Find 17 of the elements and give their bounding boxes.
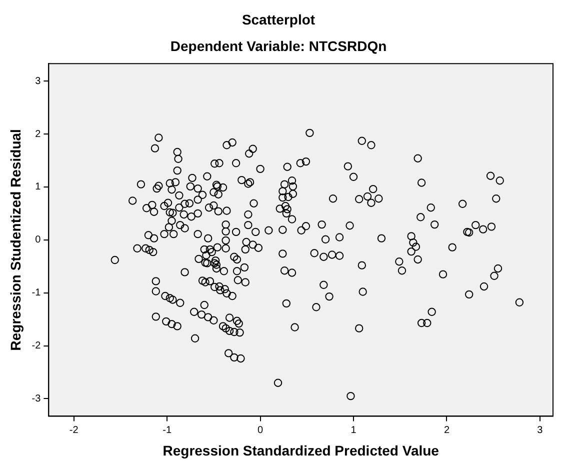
- chart-title: Scatterplot: [242, 11, 316, 28]
- chart-subtitle: Dependent Variable: NTCSRDQn: [170, 38, 387, 54]
- x-tick-label: -1: [162, 424, 172, 436]
- x-tick-label: -2: [69, 424, 79, 436]
- x-tick-label: 0: [258, 424, 264, 436]
- x-tick-label: 3: [537, 424, 544, 436]
- y-tick-label: -1: [32, 288, 42, 299]
- x-tick-label: 1: [350, 424, 357, 436]
- y-tick-label: 3: [35, 76, 42, 87]
- x-axis-title: Regression Standardized Predicted Value: [162, 442, 440, 458]
- y-tick-label: 0: [35, 234, 42, 246]
- y-tick-label: 1: [35, 182, 42, 193]
- y-tick-label: 2: [35, 128, 42, 140]
- y-axis-title: Regression Studentized Residual: [7, 129, 24, 351]
- x-tick-label: 2: [444, 424, 450, 436]
- y-tick-label: -3: [32, 393, 42, 404]
- y-tick-label: -2: [32, 340, 42, 352]
